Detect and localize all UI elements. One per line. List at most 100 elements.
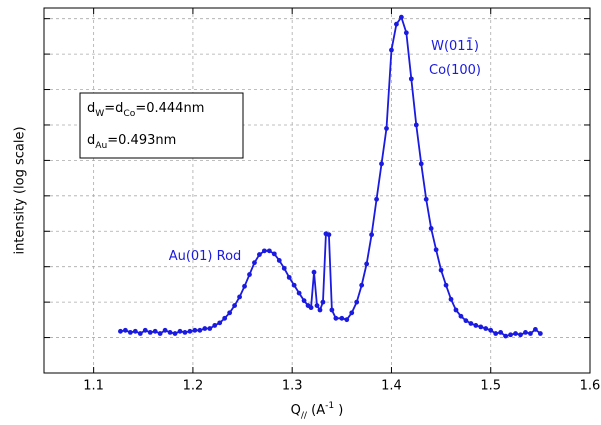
data-point — [483, 326, 489, 331]
data-point — [227, 310, 233, 316]
data-point — [418, 161, 424, 167]
data-point — [498, 329, 504, 335]
data-point — [118, 328, 123, 334]
data-point — [167, 329, 173, 335]
data-point — [157, 331, 163, 336]
x-tick-label: 1.6 — [580, 379, 601, 394]
y-axis-label: intensity (log scale) — [13, 126, 28, 254]
data-point — [458, 313, 464, 319]
data-point — [379, 161, 384, 167]
x-axis-label: Q// (A-1 ) — [291, 401, 344, 421]
x-tick-label: 1.1 — [83, 379, 104, 394]
data-point — [261, 248, 267, 254]
data-point — [237, 294, 242, 300]
text-segment: d — [87, 133, 95, 148]
data-point — [523, 329, 528, 335]
text-segment: Co(100) — [429, 63, 481, 78]
info-box — [79, 92, 244, 159]
data-point — [286, 274, 292, 280]
data-point — [438, 267, 444, 273]
data-point — [463, 318, 469, 324]
data-point — [123, 327, 128, 333]
data-point — [468, 321, 474, 326]
data-point — [503, 333, 509, 339]
data-point — [162, 327, 168, 333]
data-point — [389, 47, 394, 53]
x-tick-label: 1.4 — [381, 379, 402, 394]
annotation: Co(100) — [429, 63, 481, 78]
info-text: dW=dCo=0.444nm — [87, 101, 204, 119]
x-tick-label: 1.2 — [183, 379, 204, 394]
data-point — [314, 303, 320, 308]
data-point — [448, 296, 454, 302]
data-point — [232, 303, 238, 308]
data-point — [187, 328, 193, 334]
data-point — [311, 269, 317, 275]
data-point — [247, 272, 252, 277]
annotation: W(011̄) — [431, 38, 479, 53]
data-point — [384, 126, 389, 131]
data-point — [513, 331, 518, 336]
data-point — [252, 260, 257, 266]
data-point — [207, 326, 213, 331]
data-point — [443, 282, 449, 288]
annotation: Au(01) Rod — [169, 249, 242, 264]
data-point — [528, 331, 533, 336]
data-point — [394, 21, 399, 27]
data-point — [142, 327, 148, 333]
data-point — [320, 299, 326, 305]
data-point — [177, 328, 183, 334]
data-point — [349, 310, 355, 316]
data-point — [242, 283, 247, 289]
data-point — [428, 226, 434, 231]
text-segment: (A — [307, 403, 325, 418]
data-point — [212, 323, 218, 328]
data-point — [291, 282, 297, 288]
data-point — [276, 258, 282, 263]
data-point — [508, 332, 513, 338]
data-point — [172, 331, 178, 336]
data-point — [403, 30, 409, 36]
text-segment: =d — [104, 101, 123, 116]
data-point — [537, 331, 543, 336]
data-point — [478, 324, 484, 330]
data-point — [354, 299, 360, 305]
data-point — [413, 122, 419, 128]
data-point — [453, 307, 459, 313]
data-point — [137, 331, 143, 336]
data-point — [308, 305, 314, 311]
data-point — [374, 196, 379, 202]
data-point — [473, 323, 479, 328]
text-segment: Au(01) Rod — [169, 249, 242, 264]
data-point — [132, 328, 138, 334]
x-tick-label: 1.3 — [282, 379, 303, 394]
data-point — [369, 232, 374, 238]
data-point — [488, 327, 494, 333]
data-point — [222, 315, 228, 321]
data-point — [493, 331, 499, 336]
data-point — [339, 315, 345, 321]
data-point — [423, 196, 429, 202]
data-point — [296, 290, 302, 296]
x-tick-label: 1.5 — [480, 379, 501, 394]
data-point — [301, 298, 307, 304]
text-segment: Q — [291, 403, 301, 418]
text-segment: -1 — [325, 401, 334, 411]
text-segment: W(011̄) — [431, 38, 479, 53]
text-segment: // — [301, 411, 308, 421]
data-point — [127, 329, 133, 335]
data-point — [202, 326, 208, 331]
data-point — [533, 327, 538, 332]
data-point — [182, 329, 188, 335]
plot-frame — [43, 7, 591, 374]
data-point — [329, 307, 335, 313]
info-text: dAu=0.493nm — [87, 133, 176, 151]
data-point — [281, 265, 287, 271]
data-point — [518, 332, 523, 338]
text-segment: ) — [334, 403, 343, 418]
data-point — [317, 307, 323, 313]
data-point — [326, 232, 332, 238]
data-point — [271, 251, 277, 257]
data-point — [152, 328, 158, 334]
